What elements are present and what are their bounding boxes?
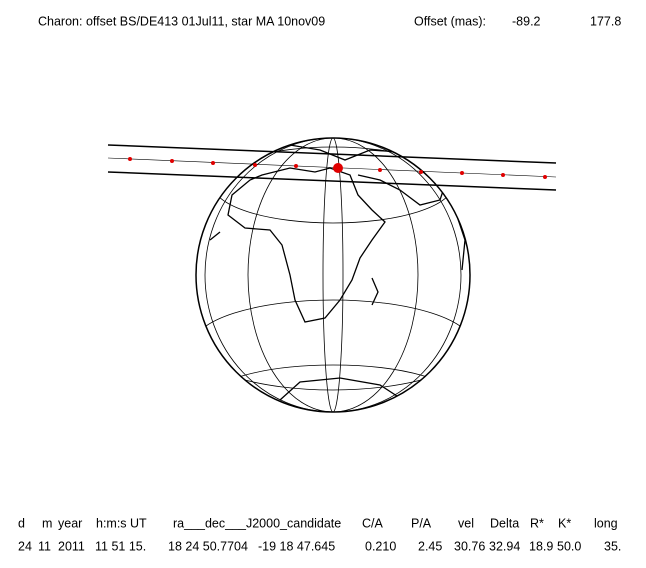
shadow-south-limit xyxy=(107,171,557,191)
offset-value: -89.2 xyxy=(512,14,541,28)
table-cell: 35. xyxy=(604,539,621,553)
column-header: K* xyxy=(558,516,571,530)
offset-label: Offset (mas): xyxy=(414,14,486,28)
table-cell: -19 18 47.645 xyxy=(258,539,335,553)
offset-value: 177.8 xyxy=(590,14,621,28)
table-cell: 18.9 xyxy=(529,539,553,553)
globe xyxy=(195,137,471,413)
shadow-centerline xyxy=(107,157,557,178)
shadow-north-limit xyxy=(107,144,557,164)
table-cell: 2.45 xyxy=(418,539,442,553)
table-cell: 24 xyxy=(18,539,32,553)
data-table: d m year h:m:s UT ra___dec___J2000_candidate… xyxy=(18,516,621,553)
table-cell: 11 xyxy=(38,539,51,553)
title: Charon: offset BS/DE413 01Jul11, star MA… xyxy=(38,14,325,28)
day-side xyxy=(196,138,462,412)
column-header: m xyxy=(42,516,52,530)
column-header: vel xyxy=(458,516,474,530)
column-header: d xyxy=(18,516,25,530)
table-cell: 30.76 xyxy=(454,539,485,553)
table-cell: 18 24 50.7704 xyxy=(168,539,248,553)
column-header: h:m:s UT xyxy=(96,516,147,530)
column-header: R* xyxy=(530,516,544,530)
column-header: C/A xyxy=(362,516,384,530)
column-header: P/A xyxy=(411,516,432,530)
globe-limb xyxy=(195,137,471,413)
table-cell: 50.0 xyxy=(557,539,581,553)
column-header: year xyxy=(58,516,82,530)
table-cell: 0.210 xyxy=(365,539,396,553)
column-header: long xyxy=(594,516,618,530)
shadow-path xyxy=(107,144,557,191)
table-cell: 2011 xyxy=(58,539,85,553)
time-markers xyxy=(128,157,547,179)
header: Charon: offset BS/DE413 01Jul11, star MA… xyxy=(38,14,621,28)
table-cell: 11 51 15. xyxy=(95,539,146,553)
column-header: ra___dec___J2000_candidate xyxy=(173,516,341,530)
table-cell: 32.94 xyxy=(489,539,520,553)
graticule xyxy=(196,138,470,412)
column-header: Delta xyxy=(490,516,519,530)
